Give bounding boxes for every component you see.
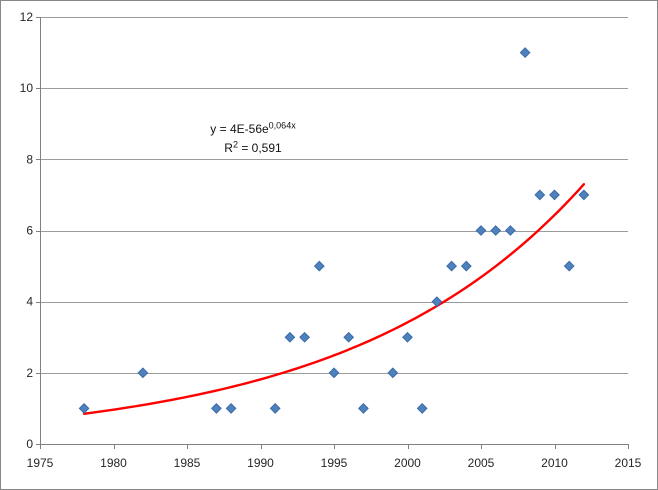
x-tick-label: 2000: [394, 456, 421, 470]
data-point[interactable]: [299, 331, 311, 343]
r2-base: R: [224, 141, 233, 155]
data-point[interactable]: [284, 331, 296, 343]
x-tick-label: 1990: [247, 456, 274, 470]
data-point[interactable]: [210, 403, 222, 414]
data-point[interactable]: [137, 367, 149, 379]
data-point[interactable]: [534, 189, 546, 201]
data-point[interactable]: [402, 331, 413, 343]
x-tick-label: 2015: [615, 456, 642, 470]
r2-superscript: 2: [233, 140, 238, 150]
x-tick-label: 2005: [468, 456, 495, 470]
data-point[interactable]: [504, 225, 516, 236]
data-point[interactable]: [578, 189, 590, 201]
data-point[interactable]: [490, 225, 502, 236]
data-point[interactable]: [225, 403, 237, 414]
data-point[interactable]: [519, 47, 531, 58]
x-tick-label: 2010: [541, 456, 568, 470]
x-tick-label: 1975: [27, 456, 54, 470]
data-point[interactable]: [78, 403, 90, 414]
trendline-r2-label[interactable]: R2 = 0,591: [224, 140, 282, 156]
y-tick-label: 6: [26, 224, 33, 238]
y-tick-label: 2: [26, 366, 33, 380]
data-point[interactable]: [460, 260, 472, 272]
data-point[interactable]: [357, 403, 369, 414]
equation-exponent: 0,064x: [269, 121, 297, 131]
data-point[interactable]: [446, 260, 458, 272]
equation-base: y = 4E-56e: [210, 122, 269, 136]
data-point[interactable]: [563, 260, 575, 272]
trendline-equation-label[interactable]: y = 4E-56e0,064x: [210, 121, 296, 137]
data-point[interactable]: [343, 331, 355, 343]
exponential-trendline[interactable]: [82, 183, 586, 415]
y-tick-label: 4: [26, 295, 33, 309]
data-point[interactable]: [328, 367, 340, 379]
y-tick-label: 8: [26, 152, 33, 166]
x-tick-label: 1980: [100, 456, 127, 470]
data-point[interactable]: [269, 403, 281, 414]
data-point[interactable]: [416, 403, 428, 414]
data-point[interactable]: [387, 367, 399, 379]
y-tick-label: 10: [20, 81, 34, 95]
r2-value: = 0,591: [238, 141, 282, 155]
data-point[interactable]: [313, 260, 325, 272]
x-tick-label: 1985: [174, 456, 201, 470]
y-tick-label: 0: [26, 437, 33, 451]
x-tick-label: 1995: [321, 456, 348, 470]
y-tick-label: 12: [20, 10, 34, 24]
data-point[interactable]: [549, 189, 560, 201]
data-point[interactable]: [475, 225, 487, 236]
data-point[interactable]: [431, 296, 443, 308]
